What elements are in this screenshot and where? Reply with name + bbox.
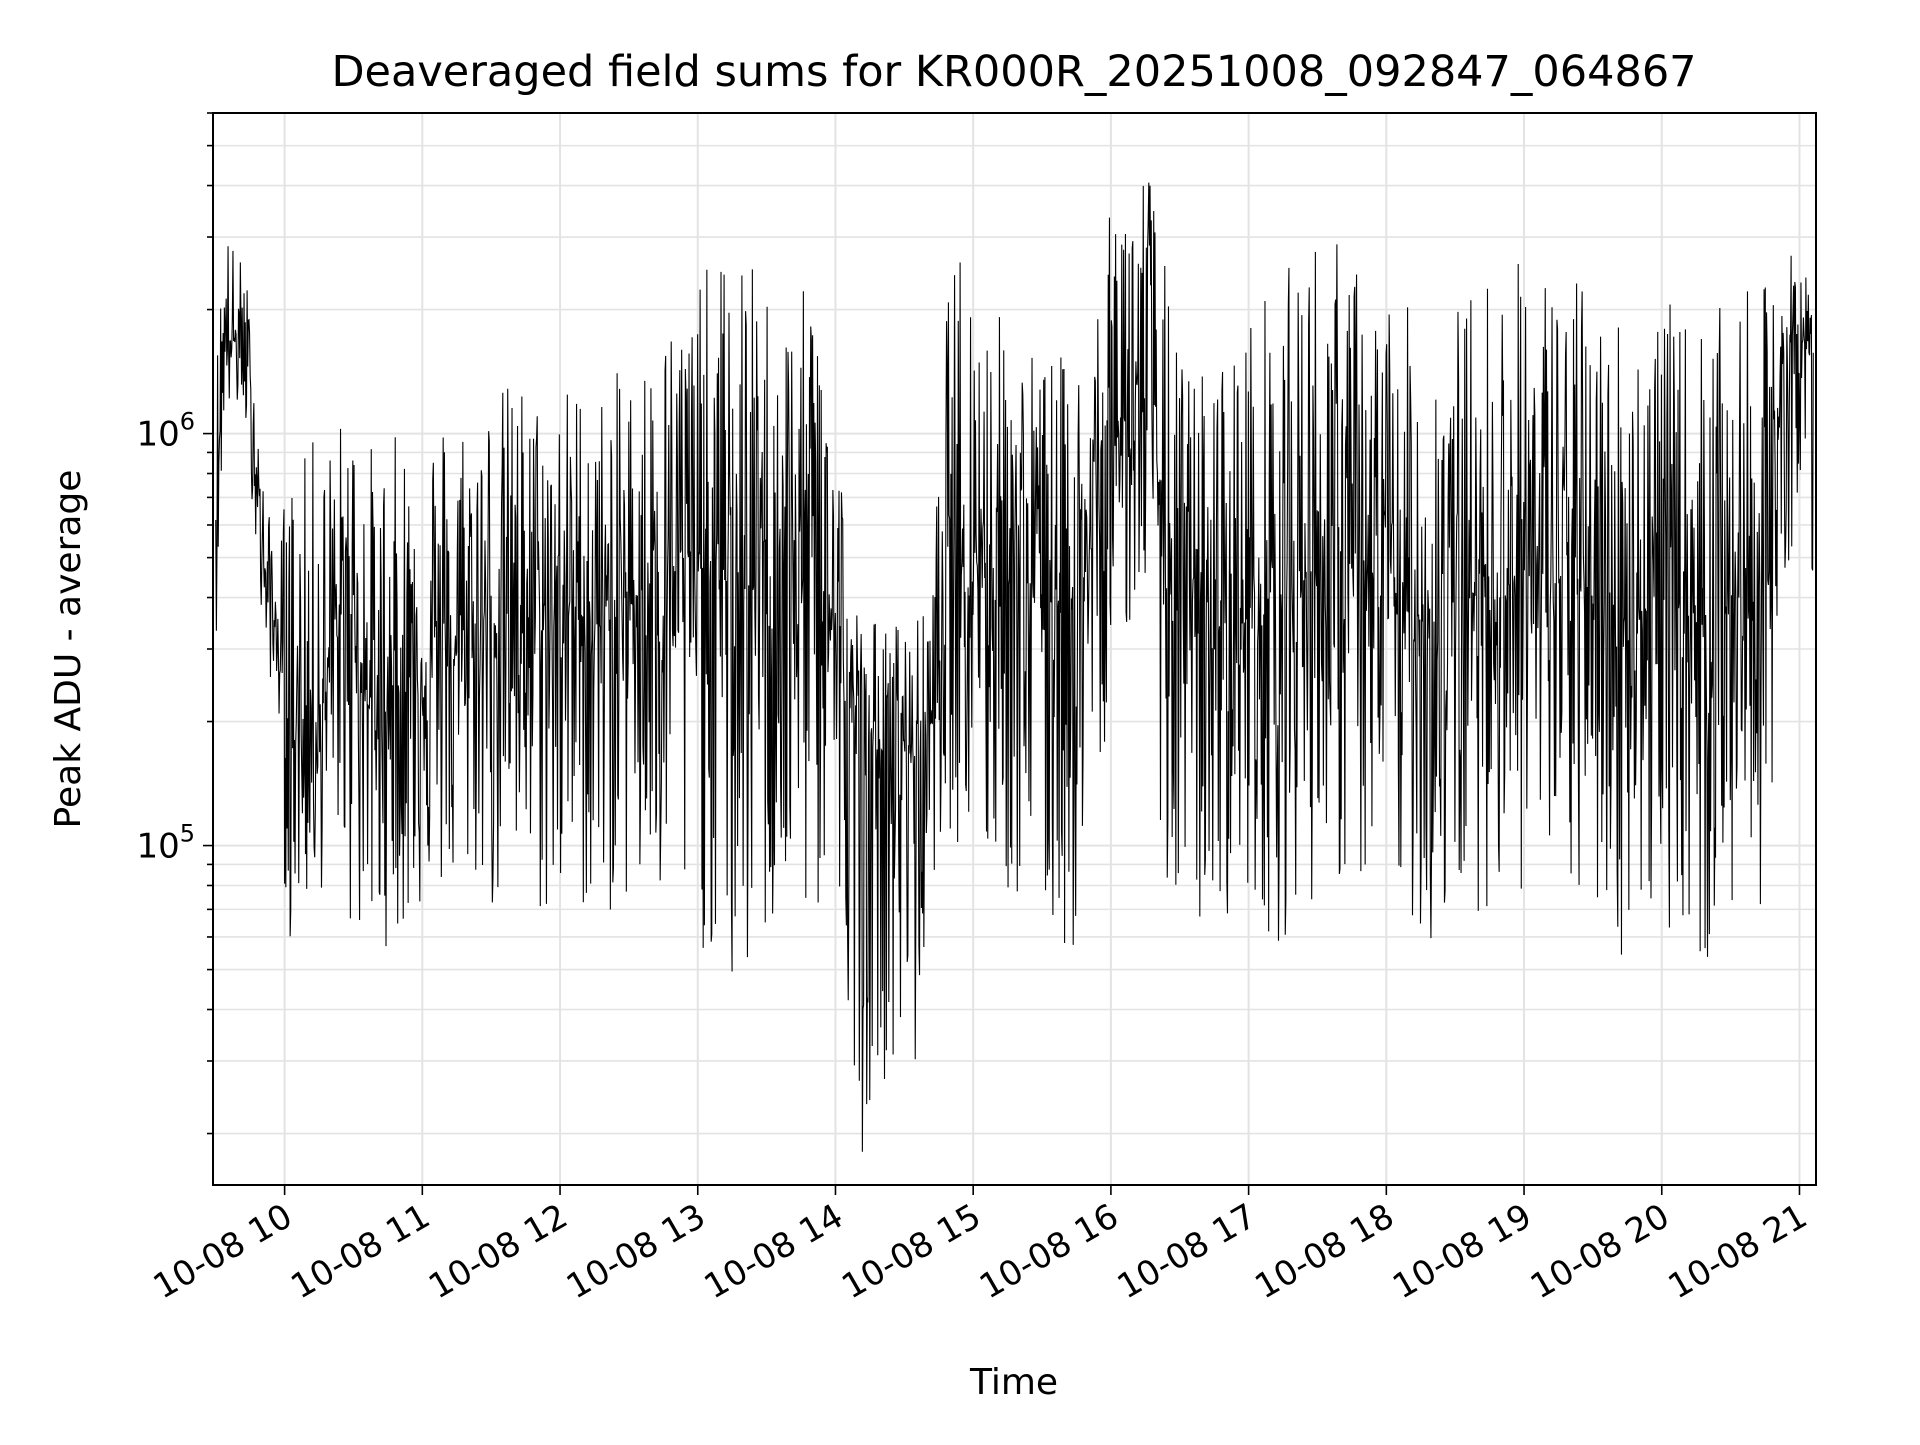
y-tick-label: 106: [136, 408, 195, 455]
x-axis-label: Time: [969, 1362, 1058, 1403]
y-axis-label: Peak ADU - average: [48, 470, 89, 829]
series-line: [215, 182, 1814, 1152]
y-tick-label: 105: [136, 820, 195, 867]
chart-title: Deaveraged field sums for KR000R_2025100…: [331, 47, 1696, 97]
series-layer: [215, 182, 1814, 1152]
